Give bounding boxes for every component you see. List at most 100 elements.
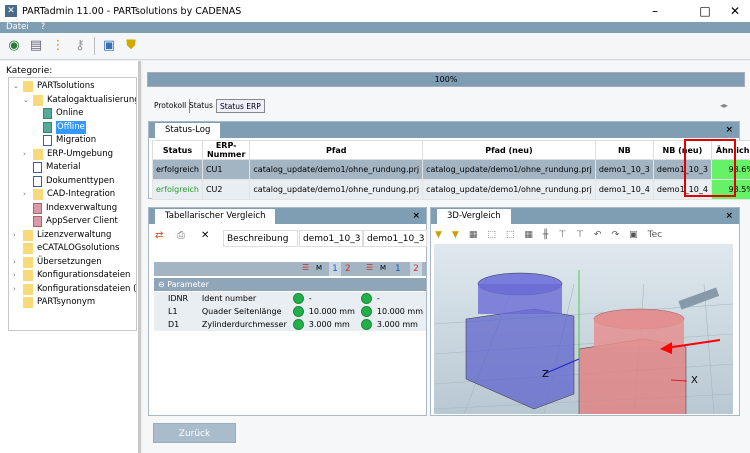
select-icon[interactable]: ▦	[524, 230, 533, 240]
shield-icon[interactable]: ⛊	[126, 38, 136, 53]
3d-toolbar: ▼ ▼ ▦ ⬚ ⬚ ▦ ╫ ⊤ ⊤ ↶ ↷ ▣ Tec	[435, 228, 735, 242]
sidebar-item-label: Konfigurationsdateien	[37, 270, 131, 280]
close-icon[interactable]: ×	[725, 211, 733, 221]
mode-m[interactable]: M	[380, 264, 387, 272]
select-icon[interactable]: ⬚	[505, 230, 515, 240]
sidebar-item[interactable]: Online	[43, 107, 83, 120]
mode-2[interactable]: 2	[345, 264, 351, 274]
sidebar-item[interactable]: Dokumenttypen	[33, 175, 114, 188]
column-header[interactable]: ERP-Nummer	[201, 140, 251, 160]
chevron-right-icon[interactable]: ›	[23, 190, 26, 198]
print-icon[interactable]: ⎙	[177, 230, 185, 241]
select-icon[interactable]: ▦	[468, 230, 478, 240]
mode-1[interactable]: 1	[395, 264, 401, 274]
sidebar-item[interactable]: › Lizenzverwaltung	[13, 229, 112, 242]
select-icon[interactable]: ⬚	[487, 230, 496, 240]
sidebar-item[interactable]: PARTsynonym	[23, 296, 95, 309]
column-header[interactable]: Pfad	[249, 140, 424, 160]
chevron-right-icon[interactable]: ›	[13, 271, 16, 279]
keys-icon[interactable]: ⚷	[75, 38, 85, 53]
match-indicator-icon	[360, 306, 372, 317]
sidebar-item[interactable]: Material	[33, 161, 81, 174]
sidebar-item[interactable]: › Konfigurationsdateien (V2)	[13, 283, 136, 296]
refresh-icon[interactable]: ⇄	[155, 230, 164, 241]
close-button[interactable]: ✕	[729, 4, 741, 18]
toolbar-separator	[94, 37, 95, 55]
sidebar-item[interactable]: ⌄ Katalogaktualisierung	[23, 94, 136, 107]
tab-protokoll[interactable]: Protokoll	[151, 99, 191, 113]
table-cell: catalog_update/demo1/ohne_rundung.prj	[249, 159, 424, 180]
sidebar-item[interactable]: eCATALOGsolutions	[23, 242, 119, 255]
sidebar-item[interactable]: Indexverwaltung	[33, 202, 117, 215]
menu-help[interactable]: ?	[40, 22, 46, 32]
filter-icon[interactable]: ▼	[451, 230, 459, 240]
filter-icon[interactable]: ▼	[435, 230, 442, 240]
sidebar-item[interactable]: › CAD-Integration	[23, 188, 115, 201]
mode-m[interactable]: M	[316, 264, 323, 272]
measure-icon[interactable]: ╫	[542, 230, 549, 240]
undo-icon[interactable]: ↶	[594, 230, 602, 240]
chevron-down-icon[interactable]: ⌄	[13, 82, 19, 90]
tool-icon[interactable]: ⊤	[558, 230, 567, 240]
chevron-right-icon[interactable]: ›	[13, 257, 16, 266]
tab-status[interactable]: Status	[186, 99, 217, 113]
3d-title: 3D-Vergleich	[437, 209, 511, 224]
tec-button[interactable]: Tec	[647, 230, 663, 240]
globe-sync-icon[interactable]: ◉	[8, 38, 20, 53]
diff-icon[interactable]: ☰	[366, 263, 374, 272]
parameter-group[interactable]: ⊖ Parameter	[154, 278, 426, 291]
sidebar-item[interactable]: AppServer Client	[33, 215, 118, 228]
minimize-button[interactable]: –	[652, 4, 658, 18]
status-log-panel: Status-Log × Status ERP-Nummer Pfad Pfad (ne…	[148, 121, 750, 200]
parameter-row[interactable]: L1 Quader Seitenlänge 10.000 mm 10.000 mm	[154, 305, 426, 318]
sidebar-item[interactable]: Offline	[43, 120, 86, 134]
sidebar-item-label: Lizenzverwaltung	[37, 229, 112, 240]
column-header[interactable]: Status	[152, 140, 203, 160]
sidebar-item[interactable]: › Konfigurationsdateien	[13, 269, 131, 282]
tab-status-erp[interactable]: Status ERP	[216, 99, 265, 113]
collapse-icon[interactable]: ⊖	[158, 280, 168, 289]
chevron-right-icon[interactable]: ›	[13, 230, 16, 239]
server-icon[interactable]: ▤	[29, 38, 43, 53]
sidebar-item[interactable]: › Übersetzungen	[13, 256, 102, 269]
mode-2[interactable]: 2	[410, 262, 422, 276]
column-header[interactable]: Pfad (neu)	[422, 140, 596, 160]
chevron-down-icon[interactable]: ⌄	[23, 95, 29, 104]
diff-icon[interactable]: ☰	[302, 263, 310, 272]
clear-icon[interactable]: ✕	[201, 230, 210, 241]
table-row[interactable]: erfolgreich CU2 catalog_update/demo1/ohne_…	[152, 179, 750, 200]
menu-datei[interactable]: Datei	[6, 22, 29, 32]
item-icon	[33, 162, 42, 173]
table-cell: -	[290, 292, 358, 305]
tree-structure-icon[interactable]: ⋮	[51, 38, 65, 53]
sidebar-item-label: Offline	[56, 120, 86, 134]
match-indicator-icon	[292, 319, 304, 330]
mode-1[interactable]: 1	[329, 262, 341, 276]
back-button[interactable]: Zurück	[153, 423, 236, 443]
close-icon[interactable]: ×	[412, 211, 420, 221]
cell-value: -	[308, 294, 312, 303]
chevron-right-icon[interactable]: ›	[13, 284, 16, 293]
close-icon[interactable]: ×	[725, 125, 733, 135]
tab-scroll-arrows[interactable]: ◂▸	[720, 101, 729, 110]
sidebar-item[interactable]: ⌄ PARTsolutions	[13, 80, 95, 93]
item-icon	[43, 135, 52, 146]
cell-value: -	[376, 294, 380, 303]
3d-viewport[interactable]: Z X	[434, 244, 733, 414]
tool-icon[interactable]: ⊤	[576, 230, 585, 240]
save-icon[interactable]: ▣	[102, 38, 116, 53]
redo-icon[interactable]: ↷	[611, 230, 620, 240]
cell-value: 10.000 mm	[376, 307, 423, 316]
table-row[interactable]: erfolgreich CU1 catalog_update/demo1/ohne_…	[152, 159, 750, 180]
sidebar-item[interactable]: Migration	[43, 134, 96, 147]
3d-glasses-icon[interactable]	[678, 287, 720, 310]
sidebar-item[interactable]: › ERP-Umgebung	[23, 148, 113, 161]
parameter-row[interactable]: IDNR Ident number - -	[154, 292, 426, 305]
table-cell: IDNR	[154, 292, 199, 305]
display-icon[interactable]: ▣	[629, 230, 638, 240]
group-label: Parameter	[167, 280, 209, 289]
maximize-button[interactable]: □	[699, 4, 711, 18]
chevron-right-icon[interactable]: ›	[23, 149, 26, 158]
column-header[interactable]: NB	[594, 140, 654, 160]
parameter-row[interactable]: D1 Zylinderdurchmesser 3.000 mm 3.000 mm	[154, 318, 426, 331]
